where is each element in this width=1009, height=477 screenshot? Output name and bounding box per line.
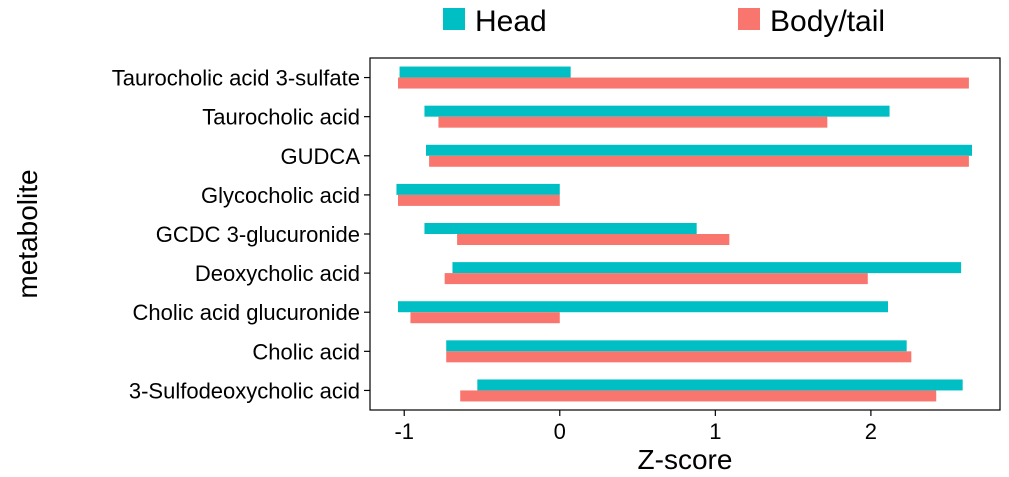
- bar-body-tail-6: [410, 312, 560, 324]
- x-axis-title: Z-score: [638, 444, 733, 475]
- y-axis-title: metabolite: [12, 169, 43, 298]
- x-tick-label: 0: [554, 419, 566, 444]
- plot-frame: [369, 57, 1001, 411]
- bar-head-3: [396, 183, 560, 195]
- x-tick-label: 1: [709, 419, 721, 444]
- legend-label-head: Head: [475, 5, 547, 38]
- bar-head-2: [426, 144, 972, 156]
- bar-head-8: [477, 379, 963, 391]
- bar-head-1: [424, 105, 890, 117]
- category-label: Taurocholic acid: [202, 105, 360, 130]
- bar-head-4: [424, 223, 697, 234]
- bar-body-tail-0: [398, 77, 969, 89]
- bar-body-tail-3: [398, 194, 560, 206]
- legend-swatch-head: [443, 8, 465, 30]
- category-label: Deoxycholic acid: [195, 261, 360, 286]
- category-label: GUDCA: [281, 144, 361, 169]
- legend-label-body-tail: Body/tail: [770, 5, 885, 38]
- x-tick-label: -1: [394, 419, 414, 444]
- bar-body-tail-2: [429, 155, 969, 167]
- bar-head-0: [399, 66, 571, 78]
- x-tick-label: 2: [865, 419, 877, 444]
- category-label: Taurocholic acid 3-sulfate: [112, 66, 360, 91]
- bar-head-5: [452, 262, 962, 274]
- bar-body-tail-4: [457, 234, 730, 245]
- bar-body-tail-8: [460, 390, 937, 402]
- bar-body-tail-1: [438, 116, 828, 128]
- bar-body-tail-7: [446, 351, 912, 363]
- category-label: Cholic acid: [252, 339, 360, 364]
- category-label: GCDC 3-glucuronide: [156, 222, 360, 247]
- bar-body-tail-5: [444, 273, 868, 285]
- category-label: 3-Sulfodeoxycholic acid: [129, 378, 360, 403]
- bar-head-6: [398, 301, 888, 313]
- category-labels: Taurocholic acid 3-sulfate Taurocholic ac…: [112, 66, 370, 403]
- category-label: Glycocholic acid: [201, 183, 360, 208]
- legend-swatch-body-tail: [738, 8, 760, 30]
- bar-head-7: [446, 340, 907, 352]
- x-axis-ticks: -1 0 1 2: [394, 410, 877, 444]
- legend: Head Body/tail: [443, 5, 885, 38]
- category-label: Cholic acid glucuronide: [133, 300, 360, 325]
- bars-group: [396, 66, 972, 402]
